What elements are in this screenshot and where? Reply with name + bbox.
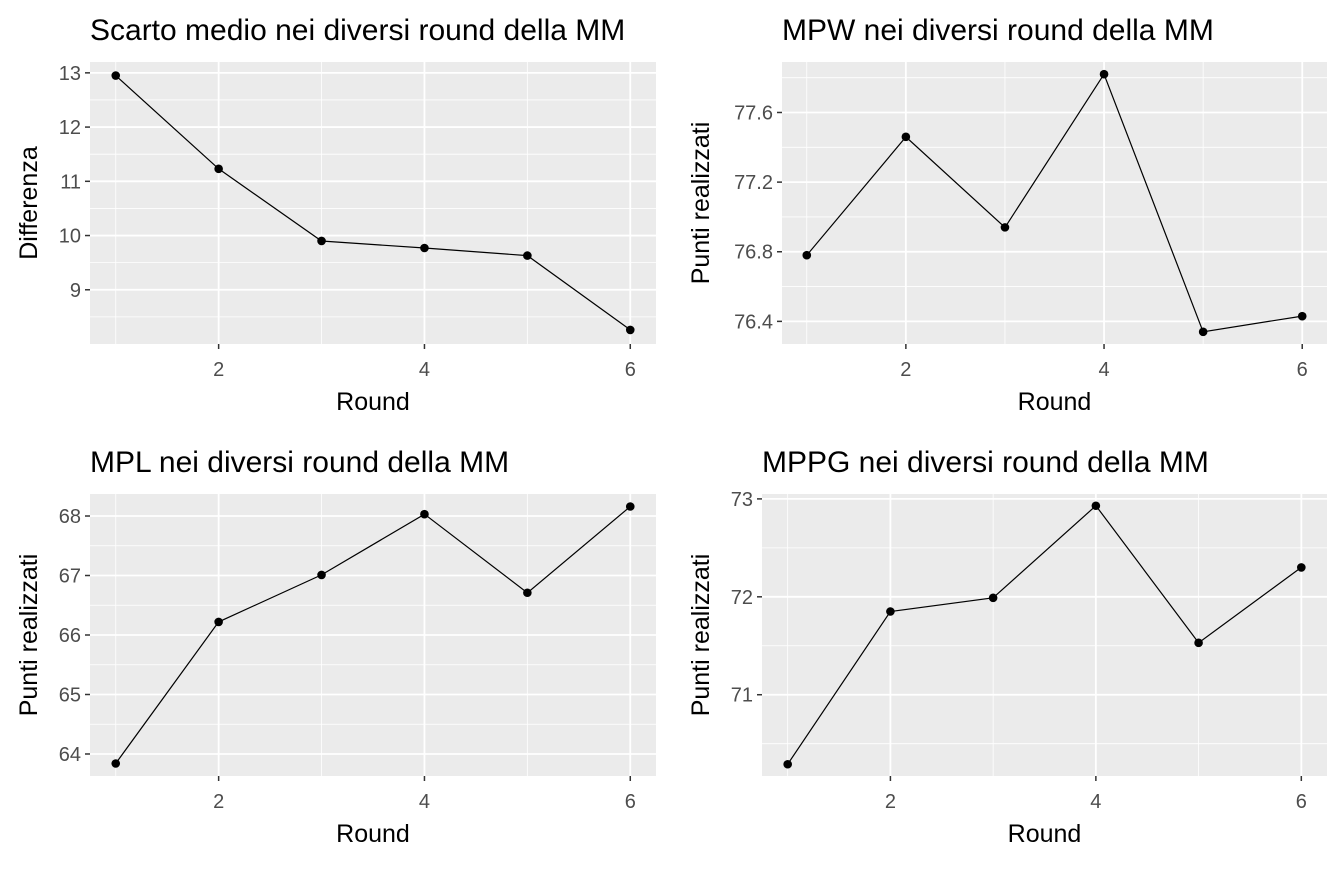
x-axis-title: Round (336, 820, 410, 848)
data-point-round-6 (625, 502, 635, 511)
x-tick-label: 4 (419, 359, 430, 381)
chart-panel-3: 64 65 66 67 68 2 4 6 MPL nei diversi round della… (15, 446, 656, 848)
data-point-round-6 (625, 325, 635, 335)
y-tick-label: 9 (70, 280, 81, 302)
y-axis-title: Differenza (15, 146, 43, 260)
data-point-round-2 (901, 132, 911, 142)
data-point-round-4 (420, 509, 429, 519)
y-tick-label: 73 (731, 489, 753, 511)
data-point-round-1 (783, 759, 792, 769)
data-point-round-4 (1099, 69, 1109, 79)
panel-background (782, 62, 1327, 344)
x-tick-label: 2 (885, 791, 896, 813)
x-tick-label: 2 (213, 791, 224, 813)
x-axis-title: Round (1018, 388, 1092, 416)
data-point-round-1 (802, 250, 812, 260)
y-tick-label: 64 (59, 744, 81, 766)
data-point-round-4 (420, 243, 429, 253)
y-tick-label: 77.2 (734, 172, 773, 194)
y-tick-label: 68 (59, 506, 81, 528)
data-point-round-5 (1194, 638, 1203, 648)
x-tick-label: 6 (1296, 791, 1307, 813)
panel-background (762, 494, 1327, 776)
chart-title: MPL nei diversi round della MM (90, 446, 509, 479)
data-point-round-5 (1198, 327, 1208, 337)
x-tick-label: 6 (625, 791, 636, 813)
y-tick-label: 13 (59, 63, 81, 85)
x-tick-label: 4 (1098, 359, 1109, 381)
y-tick-label: 66 (59, 625, 81, 647)
panel-background (90, 62, 656, 344)
chart-panel-1: 9 10 11 12 13 2 4 6 Scarto medio nei diversi rou… (15, 14, 656, 416)
data-point-round-3 (988, 593, 998, 603)
series-line (115, 506, 631, 764)
data-point-round-5 (523, 588, 532, 598)
y-tick-label: 71 (731, 685, 753, 707)
y-tick-label: 72 (731, 587, 753, 609)
chart-panel-4: 71 72 73 2 4 6 MPPG nei diversi round della MM… (687, 446, 1327, 848)
data-point-round-2 (886, 607, 895, 616)
grid (782, 62, 1327, 344)
y-tick-label: 77.6 (734, 102, 773, 124)
chart-panel-2: 76.4 76.8 77.2 77.6 2 4 6 MPW nei diversi round… (687, 14, 1327, 416)
series-line (806, 72, 1303, 333)
grid (90, 494, 656, 776)
data-point-round-1 (111, 71, 121, 80)
y-tick-label: 65 (59, 684, 81, 706)
x-tick-label: 4 (1090, 791, 1101, 813)
y-tick-label: 76.4 (734, 311, 773, 333)
data-point-round-3 (317, 570, 326, 580)
y-axis-title: Punti realizzati (15, 554, 43, 717)
x-axis-title: Round (1008, 820, 1082, 848)
y-tick-label: 67 (59, 566, 81, 588)
y-axis-title: Punti realizzati (687, 554, 715, 717)
data-point-round-3 (317, 236, 326, 246)
y-tick-label: 12 (59, 117, 81, 139)
series-line (115, 75, 631, 331)
series-line (787, 504, 1302, 765)
x-tick-label: 4 (419, 791, 430, 813)
x-tick-label: 6 (1297, 359, 1308, 381)
data-point-round-1 (111, 759, 121, 768)
grid (762, 494, 1327, 776)
x-tick-label: 2 (213, 359, 224, 381)
grid (90, 62, 656, 344)
y-axis-title: Punti realizzati (687, 122, 715, 285)
data-point-round-4 (1091, 501, 1101, 511)
y-tick-label: 76.8 (734, 242, 773, 264)
x-tick-label: 2 (900, 359, 911, 381)
data-point-round-6 (1297, 311, 1307, 321)
data-point-round-6 (1297, 563, 1306, 572)
data-point-round-2 (214, 617, 223, 627)
chart-title: Scarto medio nei diversi round della MM (90, 14, 625, 47)
chart-title: MPW nei diversi round della MM (782, 14, 1214, 47)
data-point-round-2 (214, 164, 223, 174)
x-tick-label: 6 (625, 359, 636, 381)
y-tick-label: 11 (60, 171, 81, 193)
data-point-round-5 (523, 251, 532, 260)
data-point-round-3 (1000, 223, 1010, 232)
y-tick-label: 10 (59, 226, 81, 248)
x-axis-title: Round (336, 388, 410, 416)
chart-title: MPPG nei diversi round della MM (762, 446, 1209, 479)
